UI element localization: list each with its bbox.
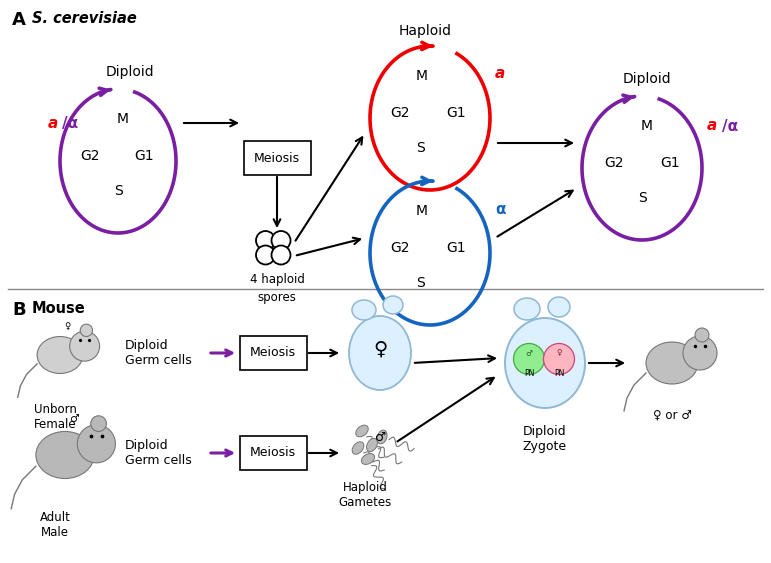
Text: M: M bbox=[641, 119, 653, 133]
Ellipse shape bbox=[548, 297, 570, 317]
Text: ♂: ♂ bbox=[526, 348, 533, 358]
Text: Diploid: Diploid bbox=[106, 65, 154, 79]
Text: A: A bbox=[12, 11, 26, 29]
FancyBboxPatch shape bbox=[240, 336, 307, 370]
Ellipse shape bbox=[36, 431, 94, 479]
Text: Diploid: Diploid bbox=[623, 72, 672, 86]
Text: a: a bbox=[707, 118, 717, 133]
Text: α: α bbox=[495, 202, 506, 217]
Ellipse shape bbox=[362, 454, 375, 464]
Circle shape bbox=[256, 245, 275, 265]
Text: Mouse: Mouse bbox=[32, 301, 86, 316]
Circle shape bbox=[80, 324, 93, 337]
Circle shape bbox=[695, 328, 709, 342]
Text: S: S bbox=[416, 276, 424, 290]
Text: ♂: ♂ bbox=[69, 414, 79, 424]
Circle shape bbox=[69, 331, 99, 361]
Circle shape bbox=[256, 231, 275, 250]
Text: G1: G1 bbox=[134, 149, 153, 163]
Text: G1: G1 bbox=[446, 106, 466, 120]
Text: Zygote: Zygote bbox=[523, 440, 567, 453]
Text: Male: Male bbox=[41, 526, 69, 539]
Text: ♀: ♀ bbox=[556, 348, 562, 358]
Text: ♀: ♀ bbox=[373, 339, 387, 359]
Text: Gametes: Gametes bbox=[338, 496, 392, 509]
Text: G1: G1 bbox=[446, 241, 466, 255]
Text: Female: Female bbox=[34, 418, 76, 431]
FancyBboxPatch shape bbox=[240, 436, 307, 470]
Ellipse shape bbox=[355, 425, 369, 437]
Text: spores: spores bbox=[258, 291, 296, 304]
Text: Meiosis: Meiosis bbox=[250, 446, 296, 459]
Text: S. cerevisiae: S. cerevisiae bbox=[32, 11, 136, 26]
Text: /α: /α bbox=[62, 115, 78, 131]
Text: PN: PN bbox=[524, 369, 534, 378]
Text: G2: G2 bbox=[390, 241, 409, 255]
Circle shape bbox=[271, 231, 291, 250]
Text: M: M bbox=[117, 112, 129, 126]
Text: ♂: ♂ bbox=[375, 431, 386, 444]
Text: M: M bbox=[416, 204, 428, 218]
Text: Haploid: Haploid bbox=[342, 481, 388, 494]
Text: G2: G2 bbox=[80, 149, 99, 163]
Text: Haploid: Haploid bbox=[399, 24, 452, 38]
Ellipse shape bbox=[377, 430, 387, 444]
Circle shape bbox=[683, 336, 717, 370]
Text: 4 haploid: 4 haploid bbox=[250, 273, 305, 286]
Text: S: S bbox=[638, 191, 646, 205]
Circle shape bbox=[91, 416, 106, 431]
Text: S: S bbox=[113, 184, 123, 198]
Text: /α: /α bbox=[722, 118, 738, 133]
Text: a: a bbox=[48, 115, 58, 131]
Text: M: M bbox=[416, 69, 428, 83]
Text: Diploid: Diploid bbox=[125, 338, 169, 351]
Ellipse shape bbox=[366, 439, 378, 452]
Circle shape bbox=[77, 425, 116, 463]
Text: Adult: Adult bbox=[39, 511, 70, 524]
Ellipse shape bbox=[37, 337, 82, 373]
Ellipse shape bbox=[505, 318, 585, 408]
Text: ♀ or ♂: ♀ or ♂ bbox=[652, 408, 692, 421]
Ellipse shape bbox=[352, 442, 364, 454]
Text: B: B bbox=[12, 301, 25, 319]
Ellipse shape bbox=[383, 296, 403, 314]
Circle shape bbox=[513, 343, 544, 374]
Text: Diploid: Diploid bbox=[524, 425, 567, 438]
Text: G2: G2 bbox=[390, 106, 409, 120]
Text: Meiosis: Meiosis bbox=[250, 346, 296, 360]
Ellipse shape bbox=[352, 300, 376, 320]
Text: S: S bbox=[416, 141, 424, 155]
Text: G1: G1 bbox=[660, 156, 680, 170]
FancyBboxPatch shape bbox=[244, 141, 311, 175]
Circle shape bbox=[271, 245, 291, 265]
Text: Germ cells: Germ cells bbox=[125, 355, 192, 368]
Ellipse shape bbox=[646, 342, 698, 384]
Text: Germ cells: Germ cells bbox=[125, 454, 192, 467]
Text: ♀: ♀ bbox=[64, 323, 70, 332]
Text: G2: G2 bbox=[604, 156, 624, 170]
Text: Diploid: Diploid bbox=[125, 439, 169, 452]
Text: Unborn: Unborn bbox=[34, 403, 76, 416]
Text: PN: PN bbox=[554, 369, 564, 378]
Circle shape bbox=[544, 343, 574, 374]
Ellipse shape bbox=[514, 298, 540, 320]
Text: a: a bbox=[495, 66, 505, 82]
Text: Meiosis: Meiosis bbox=[254, 151, 300, 164]
Ellipse shape bbox=[349, 316, 411, 390]
